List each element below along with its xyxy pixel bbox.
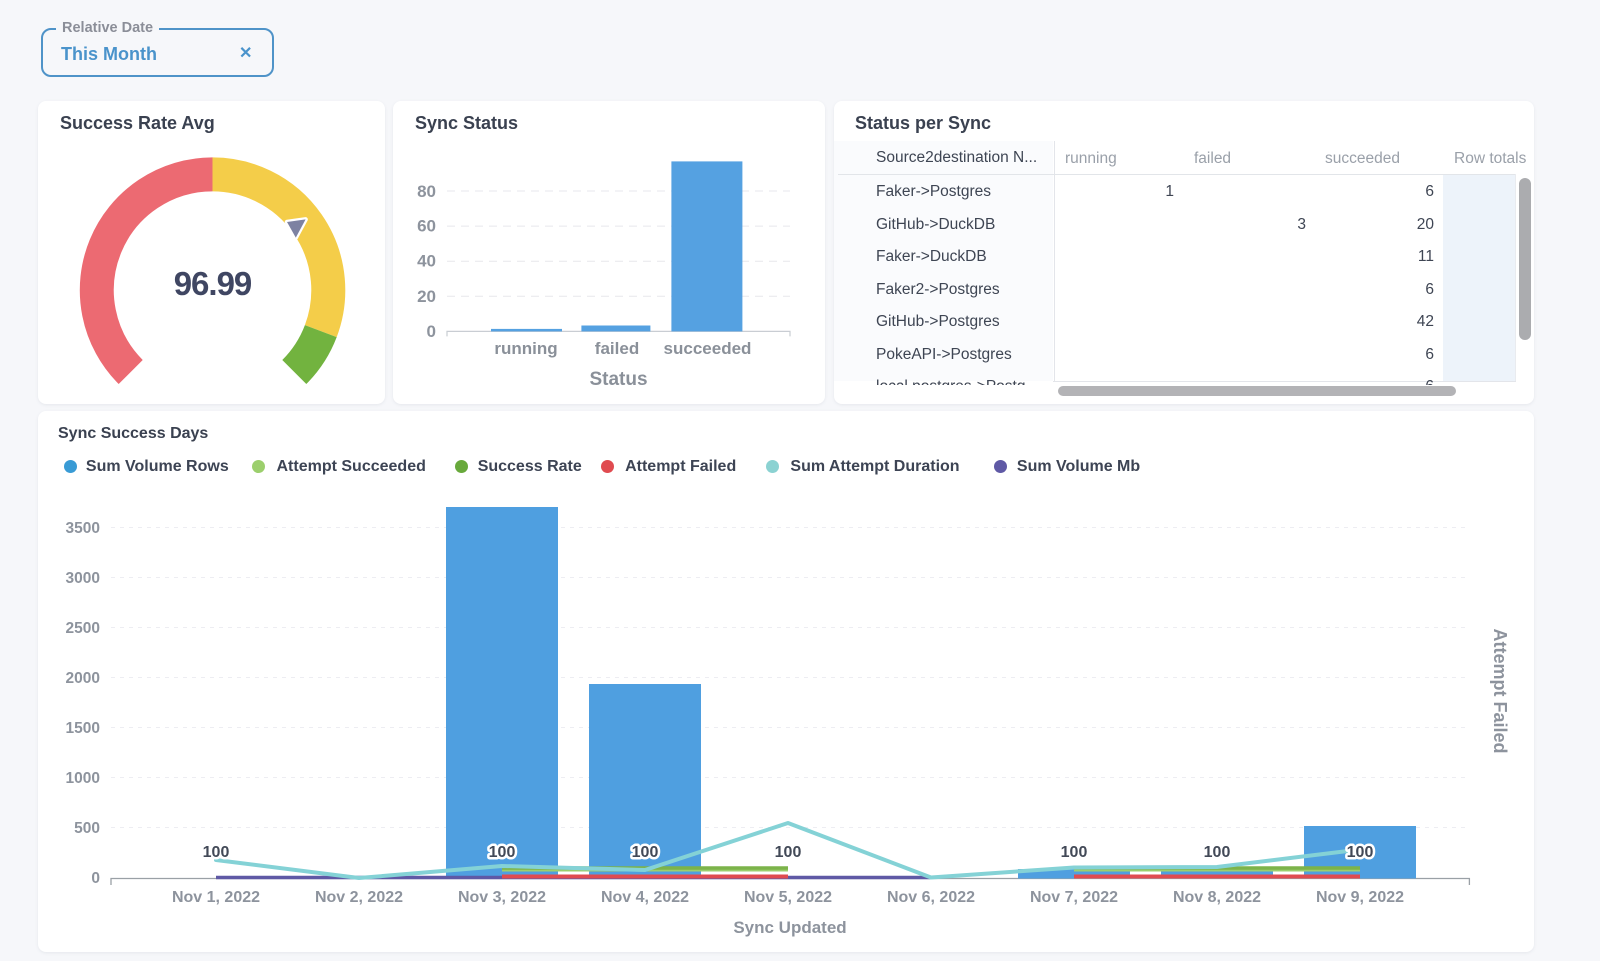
svg-text:Nov 6, 2022: Nov 6, 2022	[887, 889, 975, 906]
svg-text:Nov 7, 2022: Nov 7, 2022	[1030, 889, 1118, 906]
svg-text:succeeded: succeeded	[664, 339, 752, 358]
svg-text:Nov 4, 2022: Nov 4, 2022	[601, 889, 689, 906]
svg-text:80: 80	[417, 182, 436, 201]
svg-text:100: 100	[632, 844, 659, 861]
svg-text:60: 60	[417, 217, 436, 236]
svg-text:Nov 3, 2022: Nov 3, 2022	[458, 889, 546, 906]
svg-text:Nov 2, 2022: Nov 2, 2022	[315, 889, 403, 906]
svg-text:3000: 3000	[66, 570, 100, 587]
svg-text:Nov 5, 2022: Nov 5, 2022	[744, 889, 832, 906]
svg-text:100: 100	[1204, 844, 1231, 861]
svg-text:Nov 8, 2022: Nov 8, 2022	[1173, 889, 1261, 906]
svg-text:2000: 2000	[66, 670, 100, 687]
svg-text:Sync Updated: Sync Updated	[733, 918, 846, 937]
svg-text:100: 100	[489, 844, 516, 861]
svg-text:2500: 2500	[66, 620, 100, 637]
svg-text:100: 100	[1347, 844, 1374, 861]
svg-text:0: 0	[427, 322, 436, 341]
svg-text:40: 40	[417, 252, 436, 271]
svg-text:Attempt Failed: Attempt Failed	[1490, 628, 1510, 753]
svg-text:500: 500	[74, 820, 100, 837]
svg-text:Status: Status	[589, 369, 647, 390]
svg-text:100: 100	[1061, 844, 1088, 861]
svg-text:20: 20	[417, 287, 436, 306]
svg-text:failed: failed	[595, 339, 639, 358]
svg-text:1500: 1500	[66, 720, 100, 737]
svg-text:100: 100	[203, 844, 230, 861]
svg-text:96.99: 96.99	[174, 265, 252, 302]
svg-text:1000: 1000	[66, 770, 100, 787]
svg-text:100: 100	[775, 844, 802, 861]
svg-text:running: running	[494, 339, 557, 358]
svg-text:Nov 9, 2022: Nov 9, 2022	[1316, 889, 1404, 906]
svg-text:3500: 3500	[66, 520, 100, 537]
svg-text:0: 0	[91, 870, 100, 887]
svg-text:Nov 1, 2022: Nov 1, 2022	[172, 889, 260, 906]
